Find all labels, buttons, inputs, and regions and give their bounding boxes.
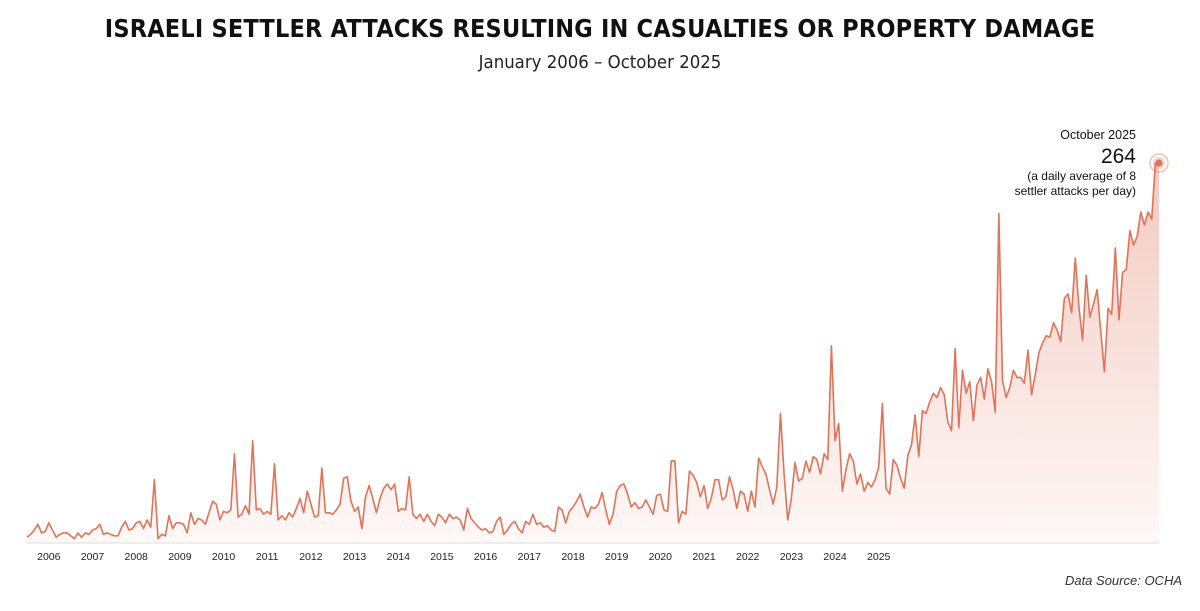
x-tick-label: 2025 [867,551,891,563]
data-source: Data Source: OCHA [1064,573,1182,588]
annotation-value: 264 [1101,145,1136,168]
x-tick-label: 2010 [212,551,236,563]
chart-title: ISRAELI SETTLER ATTACKS RESULTING IN CAS… [104,14,1096,43]
x-tick-label: 2018 [561,551,585,563]
highlight-point [1155,159,1163,167]
x-axis-ticks: 2006 2007 2008 2009 2010 2011 2012 2013 2014 2015… [37,551,890,563]
x-tick-label: 2022 [736,551,760,563]
highlight-point-ring [1149,153,1169,173]
x-tick-label: 2007 [81,551,105,563]
x-tick-label: 2015 [430,551,454,563]
x-tick-label: 2023 [780,551,804,563]
x-tick-label: 2019 [605,551,629,563]
x-tick-label: 2011 [256,551,279,563]
x-tick-label: 2013 [343,551,367,563]
x-tick-label: 2016 [474,551,498,563]
x-tick-label: 2017 [518,551,542,563]
chart-subtitle: January 2006 – October 2025 [478,52,722,73]
x-tick-label: 2009 [168,551,192,563]
x-tick-label: 2020 [649,551,673,563]
annotation-note-line1: (a daily average of 8 [1027,169,1136,183]
x-tick-label: 2006 [37,551,61,563]
annotation-note-line2: settler attacks per day) [1015,184,1136,198]
area-fill [27,163,1159,543]
x-tick-label: 2014 [387,551,411,563]
x-tick-label: 2012 [299,551,323,563]
series-line [26,162,1159,540]
x-tick-label: 2021 [692,551,716,563]
annotation-date: October 2025 [1060,128,1136,142]
x-tick-label: 2008 [125,551,149,563]
x-tick-label: 2024 [823,551,847,563]
